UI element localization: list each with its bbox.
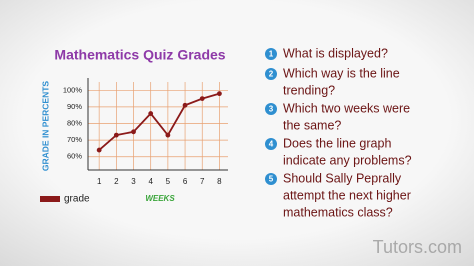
data-point	[182, 102, 188, 108]
y-tick-label: 100%	[63, 85, 83, 94]
x-tick-label: 6	[183, 177, 188, 186]
data-point	[148, 111, 154, 116]
data-point	[131, 129, 136, 135]
question-text: mathematics class?	[283, 205, 393, 219]
question-text: the same?	[283, 118, 341, 132]
x-tick-label: 4	[148, 177, 153, 186]
y-axis-label: GRADE IN PERCENTS	[40, 81, 50, 172]
question-text: What is displayed?	[283, 46, 388, 60]
question-number: 1	[269, 50, 274, 59]
question-text: attempt the next higher	[283, 188, 411, 202]
question-text: Does the line graph	[283, 136, 391, 150]
question-text: Should Sally Peprally	[283, 171, 402, 185]
y-tick-label: 80%	[67, 118, 82, 127]
data-point	[165, 132, 171, 138]
x-tick-label: 8	[217, 177, 222, 186]
y-tick-label: 70%	[67, 135, 82, 144]
x-tick-label: 1	[97, 177, 102, 186]
y-tick-label: 90%	[67, 102, 82, 111]
question-badge	[265, 48, 277, 60]
chart-title: Mathematics Quiz Grades	[54, 47, 225, 63]
data-point	[199, 96, 205, 102]
data-point	[217, 91, 222, 97]
x-tick-label: 3	[131, 177, 136, 186]
x-tick-label: 7	[200, 177, 205, 186]
question-number: 3	[269, 105, 274, 114]
watermark: Tutors.com	[373, 237, 462, 257]
question-text: Which way is the line	[283, 66, 400, 80]
data-point	[96, 147, 102, 153]
question-text: trending?	[283, 83, 335, 97]
question-badge	[265, 138, 277, 150]
question-text: indicate any problems?	[283, 153, 412, 167]
x-axis-label: WEEKS	[145, 194, 175, 203]
legend-label: grade	[64, 194, 90, 205]
question-number: 4	[269, 140, 274, 149]
question-badge	[265, 68, 277, 80]
question-number: 5	[269, 175, 274, 184]
question-text: Which two weeks were	[283, 101, 410, 115]
data-point	[113, 132, 119, 138]
question-badge	[265, 103, 277, 115]
question-number: 2	[269, 70, 274, 79]
data-line	[98, 92, 220, 151]
questions: 1 What is displayed? 2 Which way is the lin…	[265, 46, 412, 219]
x-tick-label: 5	[166, 177, 171, 186]
legend-swatch	[40, 196, 60, 202]
x-tick-label: 2	[114, 177, 119, 186]
plot: 60% 70% 80% 90% 100% 1 2 3 4 5 6 7 8	[63, 78, 228, 186]
y-tick-label: 60%	[67, 152, 82, 161]
question-badge	[265, 173, 277, 185]
